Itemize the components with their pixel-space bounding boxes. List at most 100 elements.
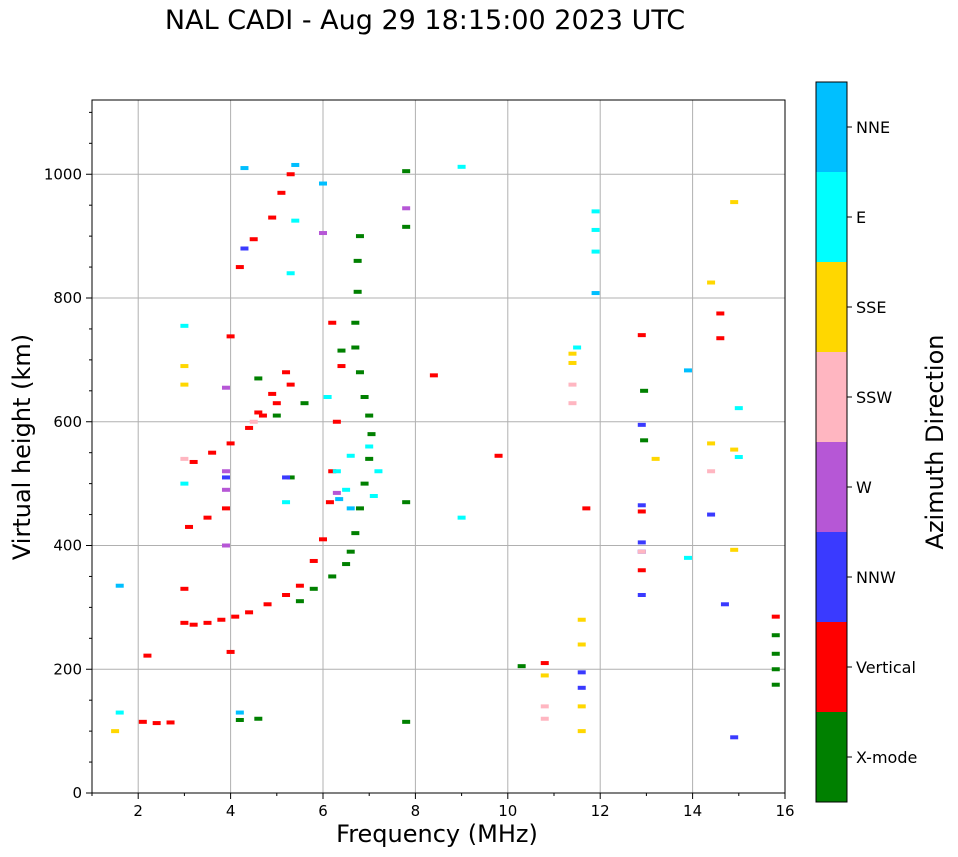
data-point [282, 500, 291, 505]
colorbar-segment [816, 352, 847, 442]
data-point [226, 334, 235, 339]
data-point [568, 360, 577, 365]
data-point [771, 651, 780, 656]
data-point [342, 562, 351, 567]
data-point [355, 234, 364, 239]
data-point [328, 469, 337, 474]
azimuth-colorbar: X-mode Vertical NNW W SSW SSE E NNE [815, 81, 917, 803]
data-point [540, 673, 549, 678]
data-point [226, 441, 235, 446]
data-point [367, 432, 376, 437]
data-point [319, 231, 327, 236]
data-point [254, 376, 263, 381]
data-point [189, 622, 198, 627]
data-point [360, 481, 369, 486]
series-ssw [180, 382, 716, 721]
data-point [540, 661, 549, 666]
data-point [402, 206, 411, 211]
data-point [577, 617, 586, 622]
data-point [771, 614, 780, 619]
data-point [637, 333, 646, 338]
data-point [180, 481, 189, 486]
data-point [637, 549, 646, 554]
chart-title: NAL CADI - Aug 29 18:15:00 2023 UTC [164, 5, 686, 36]
data-point [720, 602, 729, 607]
data-point [332, 469, 341, 474]
data-point [353, 289, 362, 294]
x-tick-label: 2 [133, 802, 143, 820]
y-tick-label: 1000 [44, 165, 82, 183]
x-tick-label: 8 [411, 802, 421, 820]
data-point [115, 710, 124, 715]
y-tick-label: 800 [53, 289, 82, 307]
data-point [637, 540, 646, 545]
data-point [295, 599, 304, 604]
series-nnw [221, 246, 739, 740]
data-point [272, 401, 281, 406]
data-point [337, 348, 346, 353]
data-point [291, 162, 300, 167]
x-tick-label: 4 [226, 802, 236, 820]
data-point [286, 382, 295, 387]
data-point [332, 419, 341, 424]
data-point [240, 166, 249, 171]
data-point [730, 735, 739, 740]
data-point [402, 719, 411, 724]
data-point [517, 664, 526, 669]
data-point [319, 181, 327, 186]
data-point [402, 169, 411, 174]
data-point [328, 320, 337, 325]
colorbar-segment [816, 262, 847, 352]
data-point [221, 543, 230, 548]
axes: 2 4 6 8 10 12 14 16 0 200 400 600 800 1000 [44, 111, 795, 820]
data-point [115, 583, 124, 588]
data-point [208, 450, 217, 455]
data-point [582, 506, 591, 511]
data-point [402, 500, 411, 505]
data-point [185, 524, 194, 529]
data-point [577, 685, 586, 690]
series-vertical [138, 172, 780, 726]
data-point [360, 395, 369, 399]
data-point [591, 227, 600, 232]
data-point [189, 459, 198, 464]
data-point [683, 368, 692, 373]
data-point [226, 649, 235, 654]
data-point [651, 456, 660, 461]
data-point [325, 500, 334, 505]
data-point [263, 602, 272, 607]
colorbar-segment [816, 82, 847, 172]
data-point [771, 633, 780, 638]
series-e [115, 164, 743, 715]
data-point [540, 704, 549, 709]
data-marks [111, 162, 780, 740]
data-point [568, 351, 577, 356]
data-point [286, 475, 295, 480]
data-point [323, 395, 332, 399]
data-point [577, 704, 586, 709]
data-point [771, 667, 780, 672]
data-point [640, 388, 649, 393]
data-point [221, 506, 230, 511]
data-point [282, 593, 291, 597]
y-tick-label: 600 [53, 413, 82, 431]
data-point [457, 164, 466, 169]
data-point [286, 271, 295, 276]
data-point [203, 620, 212, 625]
x-tick-label: 6 [318, 802, 328, 820]
data-point [540, 716, 549, 721]
data-point [337, 364, 346, 369]
data-point [295, 583, 304, 588]
data-point [683, 555, 692, 560]
data-point [152, 721, 161, 726]
data-point [282, 370, 291, 375]
data-point [282, 475, 291, 480]
colorbar-segment [816, 442, 847, 532]
data-point [166, 720, 175, 725]
grid-lines [92, 100, 785, 793]
data-point [365, 413, 374, 418]
data-point [707, 469, 716, 474]
data-point [180, 382, 189, 387]
series-w [221, 206, 411, 548]
